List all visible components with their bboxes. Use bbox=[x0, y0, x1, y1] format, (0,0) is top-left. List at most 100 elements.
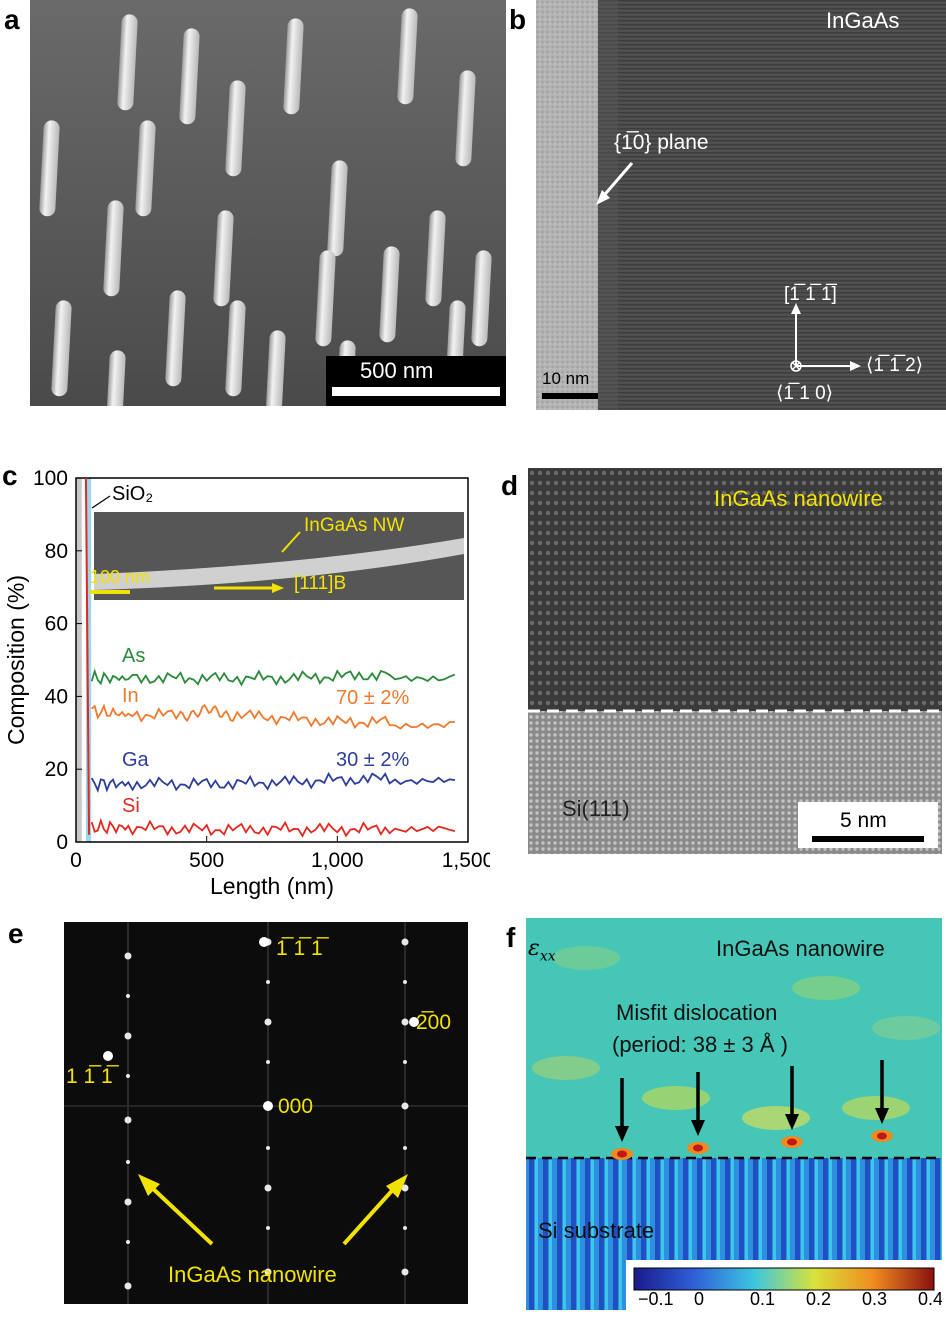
series-label-si: Si bbox=[122, 795, 140, 817]
nanowire-rod bbox=[283, 18, 304, 115]
sem-image-nanowire-array: 500 nm bbox=[30, 0, 506, 406]
diffraction-spot bbox=[403, 1226, 407, 1230]
direction-up-label: [1̅ 1̅ 1̅] bbox=[784, 284, 837, 305]
colorbar-tick-label: 0.1 bbox=[750, 1289, 776, 1309]
composition-chart-svg: 0 20 40 60 80 100 0 500 1,000 1,500 Length (nm) Com… bbox=[3, 467, 494, 899]
diffraction-spot bbox=[126, 994, 130, 998]
x-tick-label: 1,000 bbox=[311, 849, 364, 872]
material-label-b: InGaAs bbox=[826, 8, 900, 33]
sio2-label: SiO₂ bbox=[112, 483, 154, 505]
y-tick-label: 100 bbox=[33, 467, 68, 490]
scalebar-d-label: 5 nm bbox=[840, 809, 887, 832]
nanowire-rod bbox=[51, 300, 72, 397]
nanowire-rod bbox=[213, 210, 234, 307]
diffraction-spot bbox=[264, 1268, 272, 1276]
nanowire-label-d: InGaAs nanowire bbox=[714, 486, 883, 511]
panel-label-a: a bbox=[4, 4, 20, 35]
nanowire-rod bbox=[397, 8, 418, 105]
series-line-ga bbox=[90, 771, 456, 793]
interface-region bbox=[85, 478, 92, 842]
tem-image-b: InGaAs {1̅0} plane [1̅ 1̅ 1̅] ⟨1̅ 1̅ 2⟩ … bbox=[536, 0, 946, 410]
hrtem-interface-image: InGaAs nanowire Si(111) 5 nm bbox=[528, 468, 942, 854]
substrate-label-f: Si substrate bbox=[538, 1218, 655, 1243]
panel-label-b: b bbox=[509, 4, 527, 35]
scalebar-b-label: 10 nm bbox=[542, 369, 590, 388]
diffraction-spot bbox=[401, 1018, 409, 1026]
misfit-label: Misfit dislocation bbox=[616, 1000, 778, 1025]
y-axis-label: Composition (%) bbox=[3, 575, 29, 745]
nanowire-rod bbox=[315, 250, 336, 347]
nanowire-rod bbox=[225, 300, 246, 397]
diffraction-spot bbox=[124, 1282, 132, 1290]
sio2-region bbox=[76, 478, 82, 842]
nanowire-label-f: InGaAs nanowire bbox=[716, 936, 885, 961]
series-label-as: As bbox=[122, 645, 146, 667]
scalebar-a-label: 500 nm bbox=[360, 358, 434, 383]
diffraction-spot bbox=[403, 1146, 407, 1150]
nanowire-rod bbox=[455, 70, 476, 167]
diffraction-spot bbox=[266, 1226, 270, 1230]
direction-right-label: ⟨1̅ 1̅ 2⟩ bbox=[866, 355, 924, 376]
diffraction-spot bbox=[264, 1184, 272, 1192]
diffraction-spot bbox=[263, 1101, 273, 1111]
nanowire-rod bbox=[379, 246, 400, 343]
diffraction-spot bbox=[266, 1060, 270, 1064]
nanowire-rod bbox=[117, 14, 138, 111]
diffraction-spot bbox=[264, 1018, 272, 1026]
diffraction-spot bbox=[126, 1074, 130, 1078]
scalebar-a: 500 nm bbox=[326, 356, 506, 406]
dislocation-arrow bbox=[691, 1120, 705, 1136]
spot-label-center: 000 bbox=[278, 1095, 314, 1118]
dislocation-core bbox=[877, 1132, 887, 1140]
nanowire-rod bbox=[425, 210, 446, 307]
diffraction-spot bbox=[403, 980, 407, 984]
dislocation-arrow bbox=[615, 1126, 629, 1142]
diffraction-spot bbox=[103, 1051, 113, 1061]
panel-label-d: d bbox=[501, 470, 519, 501]
diffraction-spot bbox=[401, 1268, 409, 1276]
period-label: (period: 38 ± 3 Å ) bbox=[612, 1032, 788, 1057]
nanowire-rod bbox=[165, 290, 186, 387]
series-line-in bbox=[91, 703, 455, 730]
dislocation-arrow bbox=[875, 1108, 889, 1124]
ga-composition-label: 30 ± 2% bbox=[336, 749, 410, 771]
strain-epsilon: ε bbox=[528, 936, 540, 961]
y-tick-label: 20 bbox=[45, 758, 68, 781]
colorbar-tick-label: −0.1 bbox=[638, 1289, 674, 1309]
diffraction-spot bbox=[124, 1116, 132, 1124]
inset-direction-label: [111]B bbox=[294, 573, 347, 594]
colorbar-tick-label: 0.2 bbox=[806, 1289, 832, 1309]
nanowire-rod bbox=[105, 350, 126, 406]
nanowire-rod bbox=[327, 160, 348, 257]
colorbar-tick-label: 0 bbox=[694, 1289, 705, 1309]
fft-diffraction-image: 1̅ 1̅ 1̅ 2̅00 1 1̅ 1̅ 000 InGaAs nanowir… bbox=[64, 922, 468, 1304]
nanowire-rod bbox=[39, 120, 60, 217]
spot-label-right: 2̅00 bbox=[416, 1011, 452, 1034]
substrate-label-d: Si(111) bbox=[562, 796, 630, 821]
strain-map: εxx InGaAs nanowire Misfit dislocation (… bbox=[526, 918, 942, 1310]
series-line-as bbox=[90, 668, 456, 687]
x-axis-label: Length (nm) bbox=[210, 873, 334, 899]
y-tick-label: 0 bbox=[56, 831, 68, 854]
in-composition-label: 70 ± 2% bbox=[336, 687, 410, 709]
diffraction-spot bbox=[266, 980, 270, 984]
diffraction-spot bbox=[126, 1160, 130, 1164]
diffraction-spot bbox=[124, 952, 132, 960]
y-tick-label: 40 bbox=[45, 685, 68, 708]
diffraction-spot bbox=[409, 1017, 419, 1027]
x-tick-label: 0 bbox=[70, 849, 82, 872]
panel-label-f: f bbox=[506, 922, 516, 953]
diffraction-spot bbox=[266, 1146, 270, 1150]
direction-in-label: ⟨1̅ 1 0⟩ bbox=[776, 383, 834, 404]
nanowire-rod bbox=[471, 250, 492, 347]
nanowire-rod bbox=[135, 120, 156, 217]
strain-subscript: xx bbox=[539, 948, 556, 965]
diffraction-spot bbox=[126, 1240, 130, 1244]
diffraction-spot bbox=[403, 1060, 407, 1064]
spot-label-top: 1̅ 1̅ 1̅ bbox=[276, 937, 323, 960]
dislocation-core bbox=[693, 1144, 703, 1152]
panel-label-e: e bbox=[8, 918, 24, 949]
colorbar-tick-label: 0.3 bbox=[862, 1289, 888, 1309]
spot-label-left: 1 1̅ 1̅ bbox=[66, 1065, 113, 1088]
diffraction-spot bbox=[124, 1198, 132, 1206]
